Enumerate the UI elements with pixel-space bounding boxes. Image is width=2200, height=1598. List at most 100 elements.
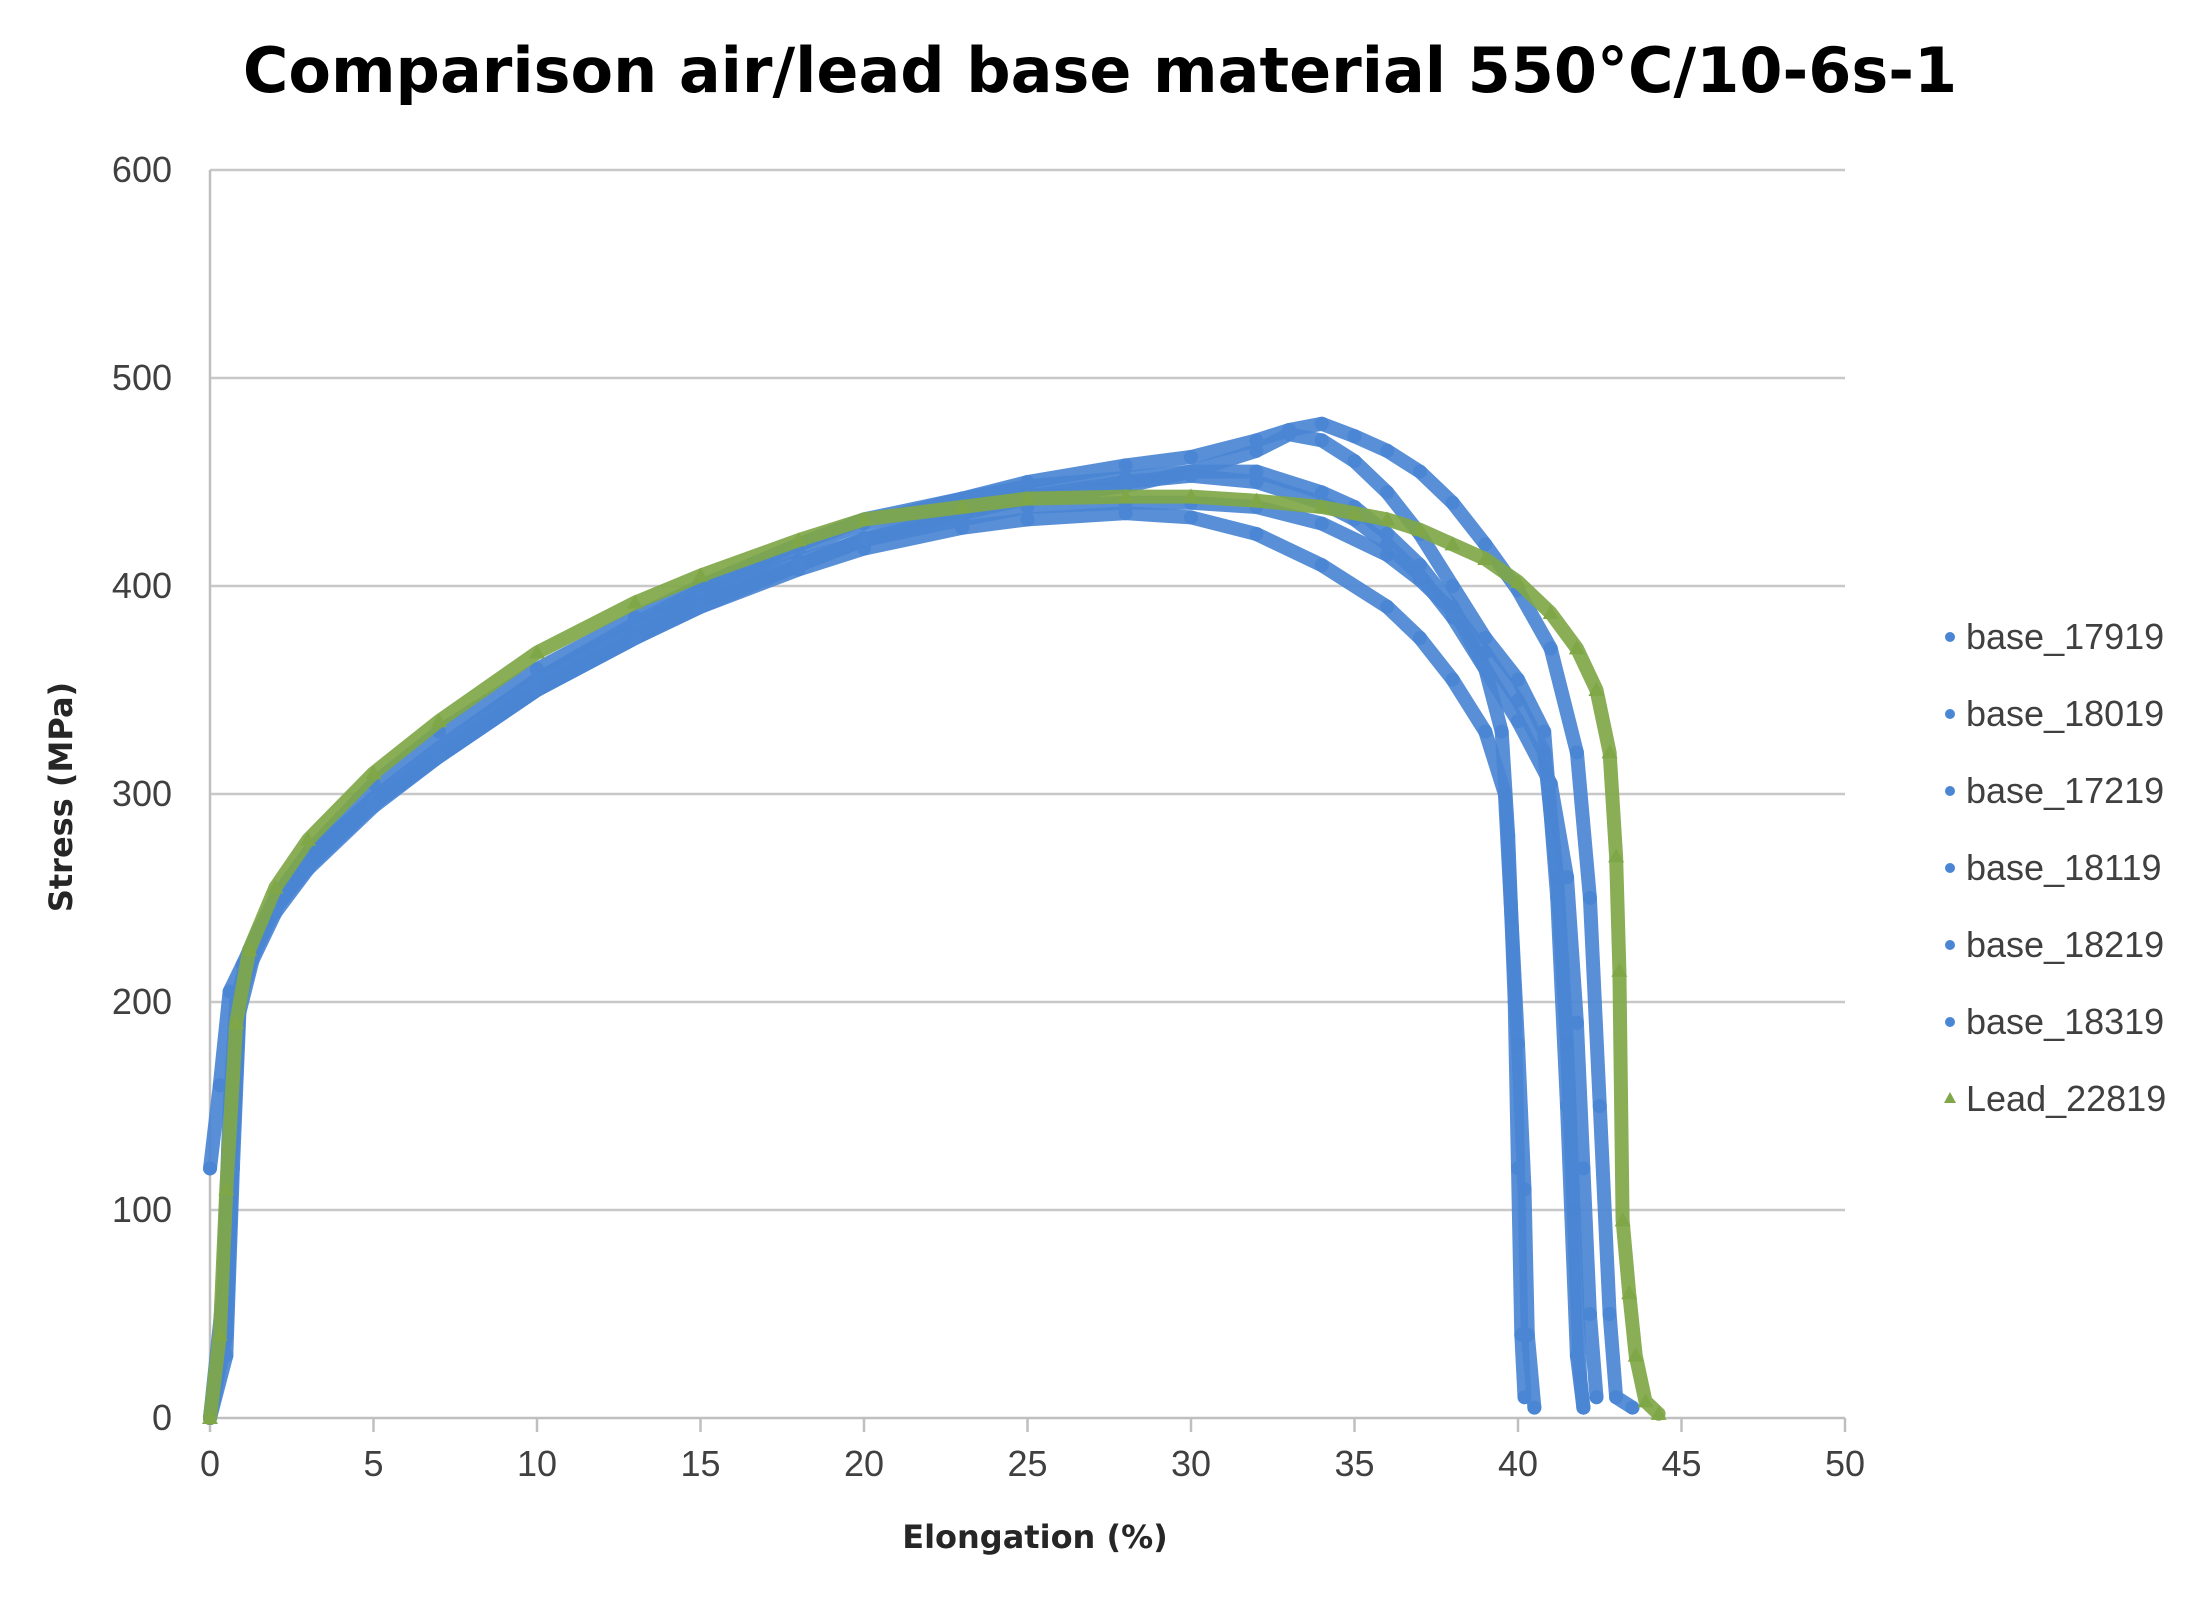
legend-marker-circle [1945, 940, 1955, 950]
data-point [1445, 672, 1460, 687]
data-point [1568, 640, 1585, 655]
legend-item-base_18119: base_18119 [1945, 847, 2162, 888]
legend-marker-circle [1945, 863, 1955, 873]
y-tick-label: 100 [112, 1189, 172, 1230]
legend-label: Lead_22819 [1966, 1078, 2166, 1119]
y-tick-label: 0 [152, 1397, 172, 1438]
data-point [1118, 458, 1133, 473]
data-point [203, 1161, 217, 1176]
data-point [1569, 745, 1584, 760]
data-point [529, 644, 545, 659]
data-point [1576, 1400, 1591, 1415]
y-axis-title: Stress (MPa) [42, 682, 80, 912]
data-point [1380, 485, 1395, 500]
data-point [693, 599, 708, 614]
data-point [1380, 443, 1395, 458]
data-point [1621, 1285, 1638, 1300]
data-point [693, 583, 708, 598]
legend-item-Lead_22819: Lead_22819 [1944, 1078, 2166, 1119]
data-point [218, 1181, 235, 1196]
legend-marker-triangle [1944, 1092, 1956, 1103]
x-tick-label: 20 [844, 1443, 884, 1484]
data-point [856, 511, 872, 526]
data-point [1183, 488, 1199, 503]
series-line-base_18319 [203, 468, 1604, 1425]
data-point [1412, 568, 1427, 583]
legend-marker-circle [1945, 709, 1955, 719]
data-point [1118, 475, 1133, 489]
data-point [1614, 1212, 1631, 1227]
data-point [1511, 714, 1525, 729]
data-point [1602, 1307, 1617, 1321]
data-point [1611, 962, 1628, 977]
data-point [1412, 464, 1427, 479]
data-point [365, 765, 382, 780]
data-point [1346, 505, 1363, 520]
data-point [1627, 1347, 1644, 1362]
data-point [1117, 488, 1134, 503]
data-point [1445, 579, 1460, 593]
data-point [1550, 891, 1565, 905]
data-point [1592, 1099, 1607, 1113]
data-point [1511, 1161, 1525, 1176]
y-tick-label: 600 [112, 149, 172, 190]
data-point [1249, 433, 1264, 448]
data-point [1588, 682, 1605, 696]
legend-label: base_18019 [1966, 693, 2164, 734]
data-point [1380, 599, 1395, 614]
data-point [241, 942, 258, 956]
legend-marker-circle [1945, 632, 1955, 642]
x-tick-label: 5 [363, 1443, 383, 1484]
data-point [1347, 429, 1362, 444]
data-point [1507, 995, 1522, 1009]
data-point [1445, 495, 1460, 510]
data-point [1444, 536, 1461, 551]
legend-label: base_17219 [1966, 770, 2164, 811]
data-point [1650, 1405, 1667, 1420]
data-point [1477, 550, 1494, 565]
data-point [1282, 423, 1297, 437]
data-point [1511, 672, 1525, 687]
data-point [1478, 631, 1493, 645]
data-point [1543, 776, 1558, 791]
data-point [1314, 558, 1329, 573]
data-point [1517, 1390, 1532, 1405]
data-point [1478, 537, 1493, 552]
data-point [1582, 1307, 1597, 1321]
data-point [430, 713, 447, 728]
data-point [1514, 1327, 1529, 1342]
data-point [1537, 724, 1552, 739]
data-point [791, 558, 806, 573]
data-point [1527, 1400, 1542, 1415]
series-Lead_22819 [202, 488, 1667, 1425]
x-tick-label: 25 [1007, 1443, 1047, 1484]
legend: base_17919 base_18019 base_17219 base_18119… [1944, 616, 2166, 1119]
x-tick-label: 15 [680, 1443, 720, 1484]
data-point [1478, 724, 1493, 739]
x-tick-label: 10 [517, 1443, 557, 1484]
x-axis-title: Elongation (%) [902, 1518, 1168, 1556]
data-point [222, 984, 237, 999]
data-point [1543, 641, 1558, 656]
x-tick-label: 50 [1825, 1443, 1865, 1484]
data-point [1569, 1348, 1584, 1363]
y-tick-labels: 0 100 200 300 400 500 600 [112, 149, 172, 1438]
data-point [1248, 492, 1265, 507]
data-point [1313, 498, 1330, 513]
data-point [1576, 1161, 1591, 1176]
data-point [1510, 573, 1526, 588]
data-point [431, 749, 446, 764]
legend-label: base_18319 [1966, 1001, 2164, 1042]
data-point [790, 532, 807, 547]
legend-item-base_18319: base_18319 [1945, 1001, 2164, 1042]
legend-label: base_17919 [1966, 616, 2164, 657]
data-point [692, 567, 709, 582]
data-point [1411, 521, 1428, 536]
legend-label: base_18119 [1966, 847, 2162, 888]
legend-item-base_18019: base_18019 [1945, 693, 2164, 734]
data-point [1501, 828, 1516, 843]
data-point [628, 631, 643, 645]
